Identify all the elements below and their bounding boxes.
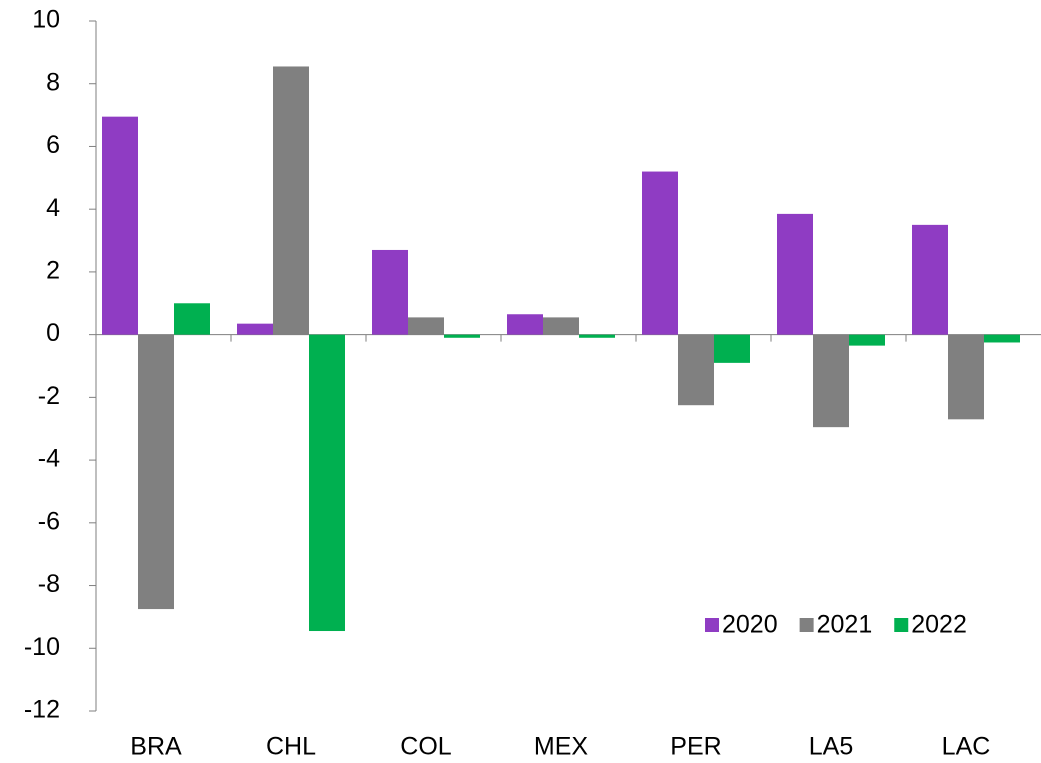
bar [444,334,480,338]
x-tick-label: COL [400,733,452,761]
y-tick-label: 8 [46,68,60,96]
bar [507,314,543,335]
bar [813,334,849,428]
bar [174,303,210,335]
bar [309,334,345,632]
x-tick-label: PER [670,733,721,761]
bar [849,334,885,346]
legend-swatch [799,618,814,632]
bar [777,213,813,335]
x-tick-label: CHL [266,733,316,761]
y-tick-label: -6 [38,507,60,535]
y-tick-label: -2 [38,382,60,410]
bar [948,334,984,420]
x-tick-label: LA5 [809,733,853,761]
legend-swatch [894,618,909,632]
bar [714,334,750,363]
y-tick-label: 0 [46,319,60,347]
y-tick-label: -12 [24,696,60,724]
bar [678,334,714,406]
bar [543,317,579,335]
bar [273,66,309,335]
legend-label: 2021 [817,611,873,639]
legend-swatch [705,618,719,632]
bar [237,323,273,335]
y-tick-label: 10 [32,6,60,34]
bar [102,116,138,335]
y-tick-label: -10 [24,633,60,661]
bar [579,334,615,338]
x-tick-label: MEX [534,733,589,761]
bar [912,224,948,335]
y-tick-label: -8 [38,570,60,598]
bar [138,334,174,610]
y-tick-label: -4 [38,445,60,473]
y-tick-label: 2 [46,257,60,285]
x-tick-label: BRA [130,733,182,761]
x-tick-label: LAC [942,733,991,761]
y-tick-label: 6 [46,131,60,159]
legend-label: 2020 [722,611,778,639]
bar [372,249,408,335]
bar [984,334,1020,343]
bar [642,171,678,335]
legend-label: 2022 [911,611,967,639]
y-tick-label: 4 [46,194,60,222]
bar [408,317,444,335]
